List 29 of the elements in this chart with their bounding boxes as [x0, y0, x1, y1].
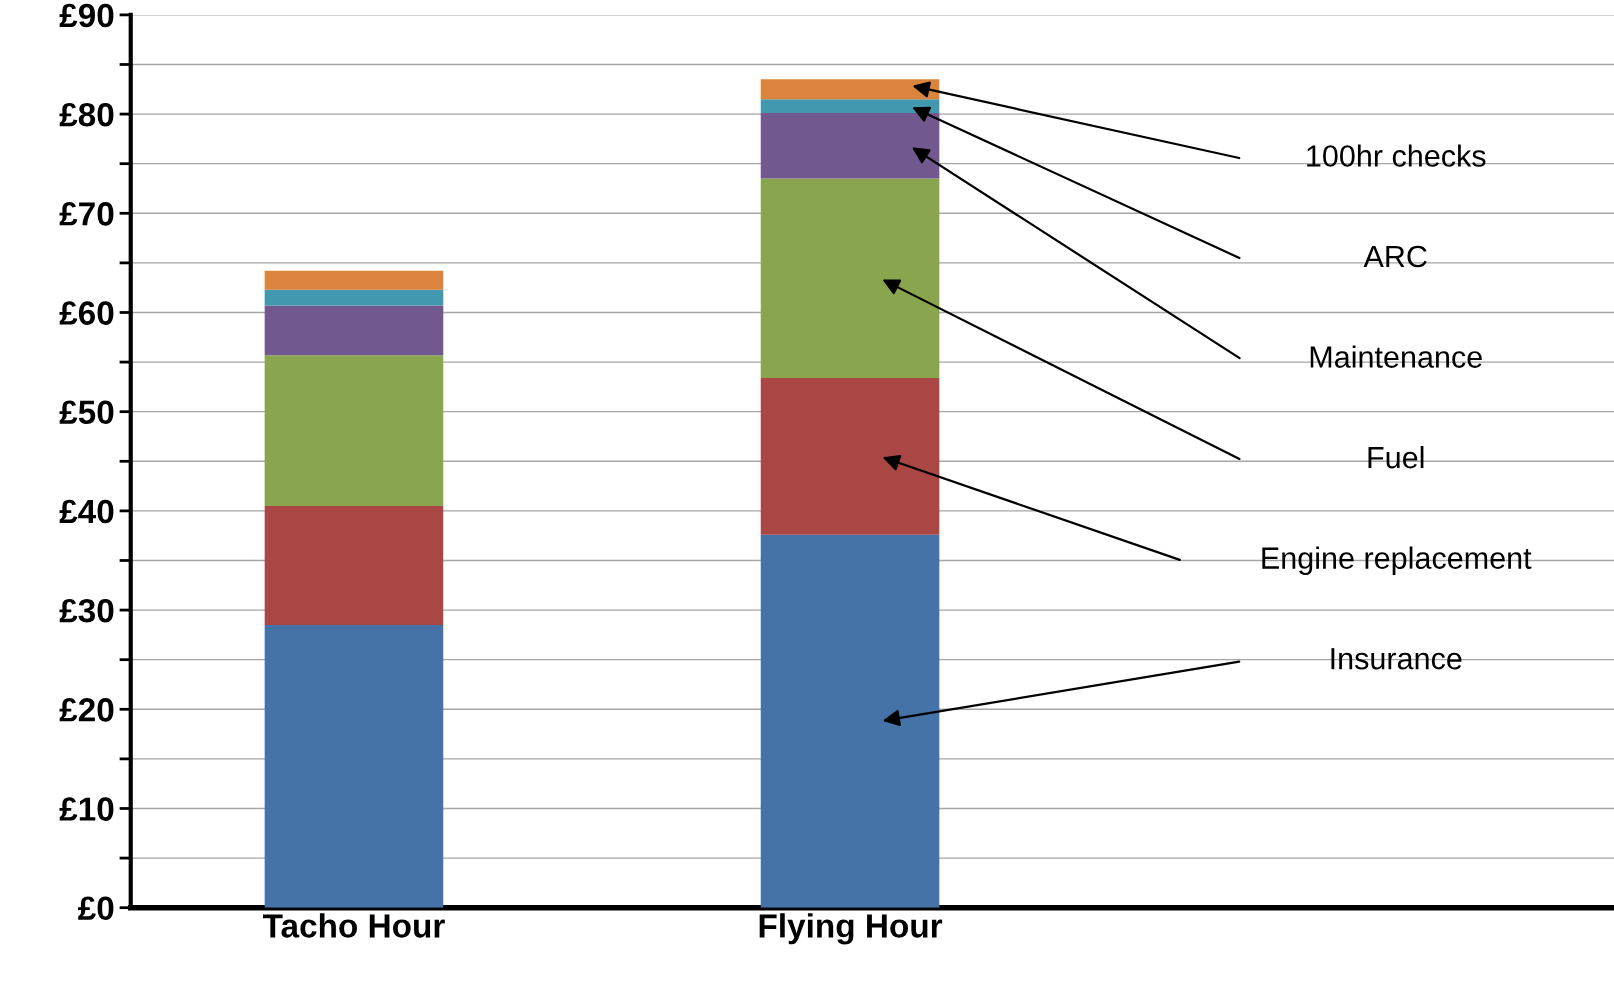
- y-tick-label: £20: [59, 698, 114, 722]
- text: Fuel: [1368, 445, 1424, 469]
- y-tick-label: £70: [59, 202, 114, 226]
- x-tick-label: Flying Hour: [759, 913, 943, 945]
- bar: [760, 113, 940, 179]
- y-tick-label: £60: [59, 301, 114, 325]
- bar: [264, 305, 444, 356]
- bar: [760, 377, 940, 535]
- y-tick-label: £50: [59, 400, 114, 425]
- y-tick-label: £90: [59, 3, 114, 28]
- bar: [760, 79, 940, 100]
- text: Engine replacement: [1262, 546, 1532, 575]
- text: Insurance: [1331, 648, 1462, 670]
- x-tick-label: Tacho Hour: [262, 913, 445, 938]
- text: 100hr checks: [1307, 144, 1486, 167]
- bar: [264, 270, 444, 290]
- y-tick-label: £80: [59, 102, 114, 127]
- text: ARC: [1363, 245, 1427, 268]
- bar: [264, 505, 444, 625]
- y-tick-label: £0: [78, 896, 114, 921]
- bar: [760, 534, 940, 908]
- bar: [760, 178, 940, 378]
- y-tick-label: £30: [59, 598, 114, 623]
- y-tick-label: £40: [59, 499, 114, 524]
- y-tick-label: £10: [59, 797, 114, 821]
- bar: [264, 624, 444, 908]
- bar: [264, 355, 444, 506]
- text: Maintenance: [1310, 345, 1482, 368]
- bar: [264, 289, 444, 306]
